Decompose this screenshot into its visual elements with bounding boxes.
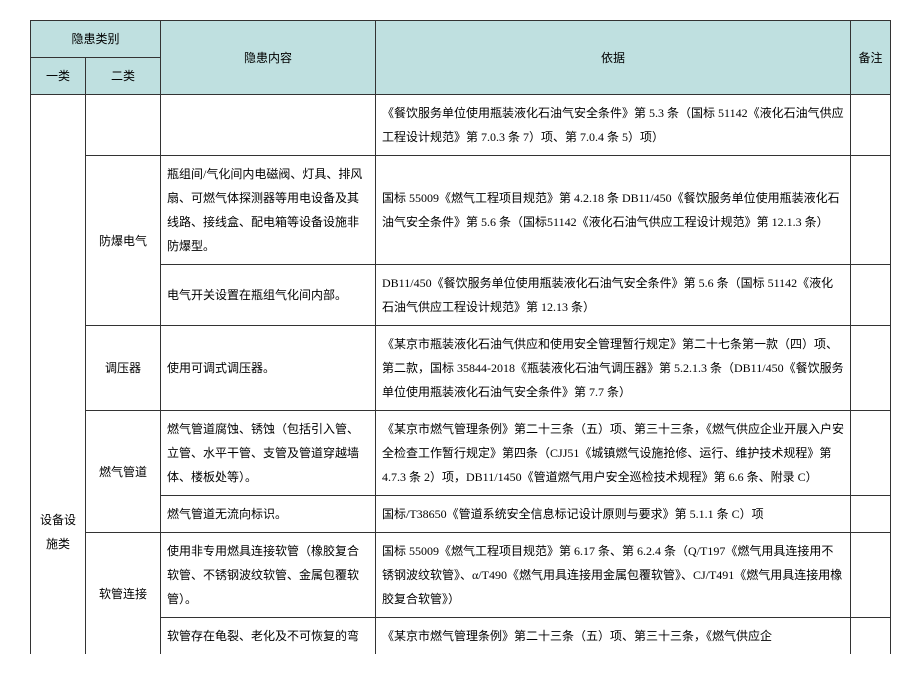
cell-content: 瓶组间/气化间内电磁阀、灯具、排风扇、可燃气体探测器等用电设备及其线路、接线盒、… bbox=[161, 156, 376, 265]
table-row: 设备设施类 燃气管道 燃气管道腐蚀、锈蚀（包括引入管、立管、水平干管、支管及管道… bbox=[31, 411, 891, 496]
cell-basis: 《某京市瓶装液化石油气供应和使用安全管理暂行规定》第二十七条第一款（四）项、第二… bbox=[376, 326, 851, 411]
cell-content: 电气开关设置在瓶组气化间内部。 bbox=[161, 265, 376, 326]
cell-content: 使用可调式调压器。 bbox=[161, 326, 376, 411]
cell-basis: DB11/450《餐饮服务单位使用瓶装液化石油气安全条件》第 5.6 条（国标 … bbox=[376, 265, 851, 326]
table-row: 调压器 使用可调式调压器。 《某京市瓶装液化石油气供应和使用安全管理暂行规定》第… bbox=[31, 326, 891, 411]
cat2-cell: 防爆电气 bbox=[86, 156, 161, 326]
cell-remark bbox=[851, 326, 891, 411]
header-cat2: 二类 bbox=[86, 58, 161, 95]
header-category-group: 隐患类别 bbox=[31, 21, 161, 58]
cell-content: 燃气管道无流向标识。 bbox=[161, 496, 376, 533]
cell-basis: 《某京市燃气管理条例》第二十三条（五）项、第三十三条，《燃气供应企业开展入户安全… bbox=[376, 411, 851, 496]
header-remark: 备注 bbox=[851, 21, 891, 95]
cell-remark bbox=[851, 265, 891, 326]
cell-remark bbox=[851, 95, 891, 156]
header-basis: 依据 bbox=[376, 21, 851, 95]
cell-basis: 国标/T38650《管道系统安全信息标记设计原则与要求》第 5.1.1 条 C）… bbox=[376, 496, 851, 533]
header-cat1: 一类 bbox=[31, 58, 86, 95]
cell-basis: 国标 55009《燃气工程项目规范》第 4.2.18 条 DB11/450《餐饮… bbox=[376, 156, 851, 265]
cell-basis: 《某京市燃气管理条例》第二十三条（五）项、第三十三条，《燃气供应企 bbox=[376, 618, 851, 655]
cell-remark bbox=[851, 533, 891, 618]
cat2-cell: 调压器 bbox=[86, 326, 161, 411]
cell-content bbox=[161, 95, 376, 156]
hazard-table: 隐患类别 隐患内容 依据 备注 一类 二类 《餐饮服务单位使用瓶装液化石油气安全… bbox=[30, 20, 891, 654]
cell-content: 使用非专用燃具连接软管（橡胶复合软管、不锈钢波纹软管、金属包覆软管）。 bbox=[161, 533, 376, 618]
table-row: 防爆电气 瓶组间/气化间内电磁阀、灯具、排风扇、可燃气体探测器等用电设备及其线路… bbox=[31, 156, 891, 265]
cell-basis: 《餐饮服务单位使用瓶装液化石油气安全条件》第 5.3 条（国标 51142《液化… bbox=[376, 95, 851, 156]
cell-basis: 国标 55009《燃气工程项目规范》第 6.17 条、第 6.2.4 条（Q/T… bbox=[376, 533, 851, 618]
table-row: 软管连接 使用非专用燃具连接软管（橡胶复合软管、不锈钢波纹软管、金属包覆软管）。… bbox=[31, 533, 891, 618]
cell-content: 软管存在龟裂、老化及不可恢复的弯 bbox=[161, 618, 376, 655]
cat1-cell: 设备设施类 bbox=[31, 411, 86, 655]
cell-remark bbox=[851, 496, 891, 533]
header-content: 隐患内容 bbox=[161, 21, 376, 95]
cat2-cell: 燃气管道 bbox=[86, 411, 161, 533]
cell-remark bbox=[851, 156, 891, 265]
cell-remark bbox=[851, 618, 891, 655]
cell-content: 燃气管道腐蚀、锈蚀（包括引入管、立管、水平干管、支管及管道穿越墙体、楼板处等）。 bbox=[161, 411, 376, 496]
cat2-cell: 软管连接 bbox=[86, 533, 161, 655]
cell-remark bbox=[851, 411, 891, 496]
table-row: 《餐饮服务单位使用瓶装液化石油气安全条件》第 5.3 条（国标 51142《液化… bbox=[31, 95, 891, 156]
